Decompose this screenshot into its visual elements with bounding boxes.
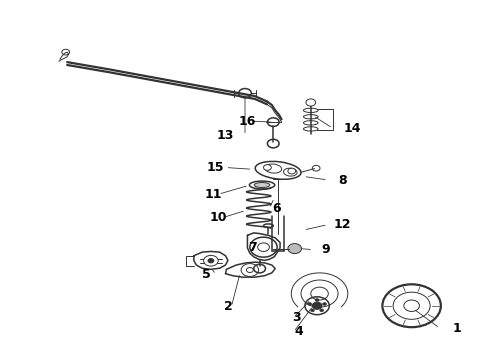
Circle shape [320, 309, 323, 312]
Text: 2: 2 [223, 300, 232, 313]
Text: 15: 15 [207, 161, 224, 174]
Text: 13: 13 [217, 129, 234, 142]
Text: 7: 7 [248, 241, 257, 255]
Circle shape [264, 165, 271, 170]
Circle shape [308, 302, 312, 305]
Circle shape [203, 255, 218, 266]
Circle shape [312, 302, 322, 309]
Text: 16: 16 [239, 114, 256, 127]
Circle shape [208, 258, 214, 263]
Text: 12: 12 [334, 218, 351, 231]
Ellipse shape [254, 183, 270, 188]
Text: 6: 6 [272, 202, 281, 215]
Text: 8: 8 [338, 174, 347, 186]
Text: 11: 11 [205, 188, 222, 201]
Text: 4: 4 [294, 325, 303, 338]
Circle shape [322, 302, 326, 305]
Circle shape [306, 99, 316, 106]
Text: 9: 9 [321, 243, 330, 256]
Circle shape [315, 298, 319, 301]
Text: 3: 3 [292, 311, 300, 324]
Circle shape [311, 309, 315, 312]
Text: 10: 10 [209, 211, 227, 224]
Text: 1: 1 [453, 322, 461, 335]
Circle shape [288, 168, 295, 174]
Circle shape [288, 244, 301, 253]
Text: 14: 14 [343, 122, 361, 135]
Text: 5: 5 [202, 268, 210, 281]
